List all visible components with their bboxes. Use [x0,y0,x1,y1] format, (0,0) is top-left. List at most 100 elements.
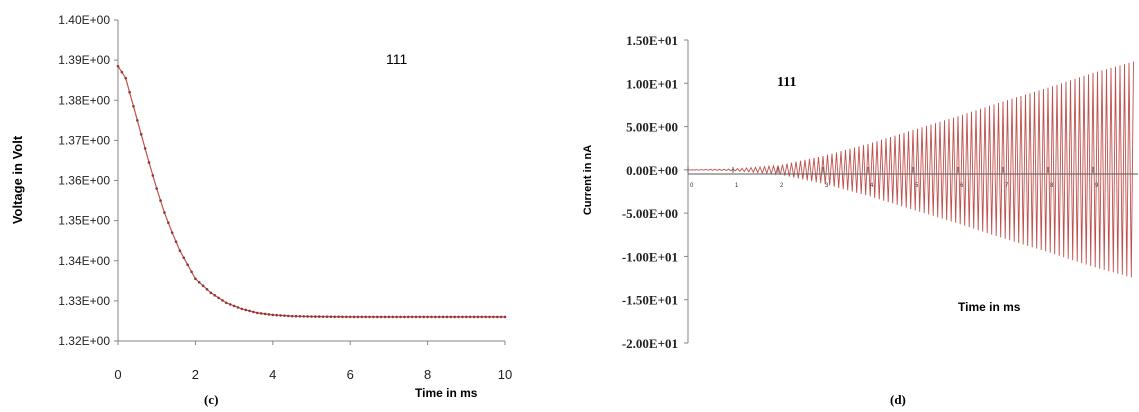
d-annotation-111: 111 [777,75,796,90]
c-data-point [360,315,364,319]
c-data-point [213,294,217,297]
c-data-point [279,314,282,317]
c-data-point [306,315,309,318]
c-data-point [267,313,271,316]
c-data-point [124,76,128,80]
c-data-point [418,315,422,319]
c-data-point [163,211,166,214]
c-data-point [132,104,135,108]
c-data-point [283,314,286,317]
c-data-point [275,313,278,317]
c-data-point [286,314,290,318]
c-y-tick-label: 1.37E+00 [58,133,110,147]
c-x-tick-label: 6 [347,367,354,382]
c-data-point [403,315,406,319]
c-data-point [341,315,344,319]
c-data-point [480,315,484,319]
c-data-point [290,314,294,318]
c-data-point [499,315,503,319]
c-data-point [368,315,371,319]
c-data-point [271,313,275,317]
d-x-tick-label: 6 [960,183,964,189]
d-x-tick-label: 7 [1005,183,1009,189]
c-data-point [352,315,356,319]
c-data-point [472,315,476,319]
c-data-point [476,315,480,319]
d-x-tick-label: 3 [825,183,829,189]
c-data-point [333,315,337,319]
c-data-point [170,231,174,234]
c-data-point [310,315,313,318]
d-series-line [688,61,1134,278]
c-y-tick-label: 1.33E+00 [58,294,110,308]
c-data-point [484,315,487,319]
c-data-point [139,133,143,136]
d-y-tick-label: 5.00E+00 [626,120,678,135]
d-y-tick-label: -5.00E+00 [622,206,678,221]
c-data-point [445,315,449,319]
c-data-point [364,315,367,319]
c-data-point [406,315,410,319]
d-y-tick-label: -1.00E+01 [622,249,678,264]
c-data-point [155,187,158,190]
c-data-point [453,315,456,319]
c-data-point [136,119,139,122]
d-x-tick-label: 0 [690,183,694,189]
c-data-point [190,270,193,274]
d-x-tick-label: 5 [915,183,919,189]
c-data-point [248,309,251,313]
c-annotation-111: 111 [386,51,407,67]
c-data-point [395,315,398,319]
c-data-point [116,64,120,68]
c-data-point [167,221,170,224]
c-x-tick-label: 4 [269,367,276,382]
c-x-tick-label: 8 [424,367,431,382]
c-data-point [259,312,263,315]
c-x-axis-title: Time in ms [415,386,478,400]
c-data-point [294,314,298,318]
c-y-axis-title: Voltage in Volt [10,135,25,224]
d-x-tick-label: 9 [1095,183,1099,189]
d-y-tick-label: -1.50E+01 [622,293,678,308]
chart-c: 1.32E+00 1.33E+00 1.34E+00 1.35E+00 1.36E+00… [10,13,512,400]
c-data-point [174,240,178,243]
c-x-tick-label: 2 [192,367,199,382]
d-x-tick-label: 8 [1050,183,1054,189]
c-x-tick-label: 0 [114,367,121,382]
c-data-point [337,315,340,319]
d-y-axis-title: Current in nA [582,145,594,215]
c-data-point [186,263,189,267]
c-data-point [325,315,329,318]
d-y-tick-label: 1.50E+01 [626,33,678,48]
c-data-point [465,315,468,319]
c-data-point [236,306,240,309]
c-data-point [151,174,155,177]
c-data-point [244,308,248,312]
c-data-point [182,256,186,260]
c-data-point [345,315,348,319]
d-x-axis-title: Time in ms [958,300,1021,314]
c-data-point [209,291,213,295]
c-data-point [387,315,391,319]
c-data-point [201,284,205,288]
c-data-point [434,315,437,319]
c-data-point [178,249,182,253]
c-data-point [391,315,395,319]
c-data-point [422,315,426,319]
d-y-tick-label: -2.00E+01 [622,336,678,351]
c-data-point [128,90,131,94]
c-data-point [495,315,499,319]
d-x-tick-label: 2 [780,183,784,189]
c-data-point [302,315,306,318]
c-data-point [321,315,325,318]
c-data-point [240,307,244,311]
c-y-tick-label: 1.36E+00 [58,174,110,188]
c-data-point [159,199,162,202]
c-data-point [228,303,232,306]
d-x-tick-label: 4 [870,183,874,189]
c-data-point [461,315,464,319]
c-data-point [147,161,151,164]
c-y-tick-label: 1.40E+00 [58,13,110,27]
c-data-point [457,315,460,319]
c-data-point [252,310,255,314]
